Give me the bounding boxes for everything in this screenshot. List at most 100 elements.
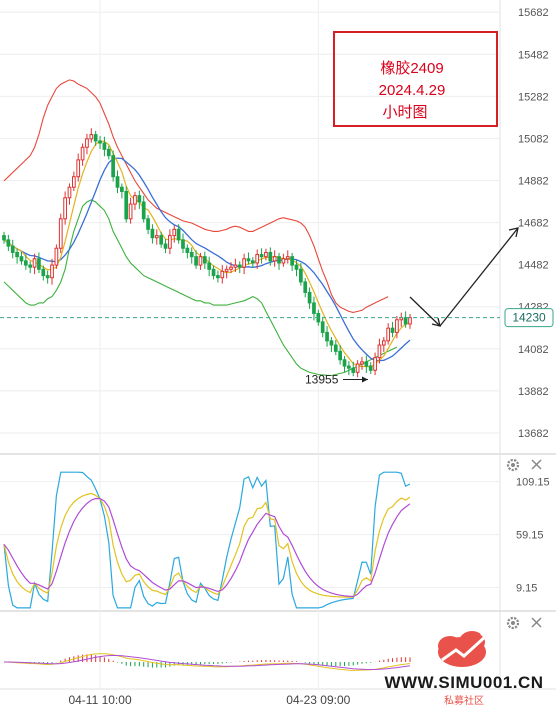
price-tick-label: 14082 (518, 344, 549, 356)
candle-body (80, 146, 85, 161)
candle-body (128, 203, 133, 220)
candle-body (395, 319, 399, 333)
projection-down-line (409, 296, 441, 327)
candle-body (28, 264, 33, 268)
time-tick-label: 04-11 10:00 (68, 693, 131, 707)
price-tick-label: 15682 (518, 7, 549, 19)
candle-body (237, 264, 242, 268)
candle-body (2, 235, 6, 241)
macd-settings-gear-icon[interactable] (506, 616, 520, 630)
price-tick-label: 15282 (518, 91, 549, 103)
candle-body (32, 258, 37, 268)
macd-dea-line (4, 655, 411, 670)
candle-body (159, 235, 164, 245)
low-marker-label: 13955 (305, 373, 339, 387)
candle-body (189, 251, 194, 258)
projection-arrows (409, 227, 519, 327)
time-tick-label: 04-23 09:00 (286, 693, 350, 707)
macd-close-icon[interactable] (531, 617, 542, 628)
candle-body (106, 148, 111, 157)
last-price-tag: 14230 (504, 308, 554, 328)
candle-body (181, 239, 185, 249)
candle-body (360, 361, 364, 365)
price-tick-label: 15482 (518, 49, 549, 61)
watermark-logo-trend-arrow (441, 634, 488, 662)
kdj-j-line (3, 471, 411, 609)
candle-body (63, 197, 67, 220)
candle-body (281, 258, 286, 264)
watermark-text: WWW.SIMU001.CN (384, 673, 543, 692)
candle-body (111, 155, 115, 178)
candle-body (390, 327, 395, 333)
candle-body (89, 134, 94, 140)
candle-body (58, 218, 63, 249)
candle-body (146, 218, 150, 230)
candle-body (41, 268, 46, 277)
candlesticks (2, 128, 412, 378)
macd-dif-line (3, 653, 411, 671)
candle-body (264, 251, 268, 258)
candle-body (211, 268, 216, 277)
candle-body (381, 340, 386, 346)
candle-body (71, 176, 76, 188)
candle-body (277, 256, 281, 264)
candle-body (176, 228, 181, 241)
candle-body (355, 363, 360, 373)
candle-body (19, 256, 24, 262)
kdj-k-line (3, 492, 411, 598)
candle-body (76, 159, 81, 178)
candle-body (312, 302, 316, 314)
watermark-logo (438, 631, 490, 667)
candle-body (163, 243, 168, 249)
candle-body (198, 256, 203, 266)
candle-body (220, 270, 225, 279)
kdj-indicator (0, 471, 500, 609)
kdj-tick-label: 59.15 (516, 530, 544, 542)
price-axis-ticks: 1568215482152821508214882146821448214282… (518, 7, 549, 440)
candle-body (185, 247, 190, 253)
candle-body (342, 359, 347, 367)
candle-body (141, 201, 146, 220)
candle-body (85, 138, 89, 148)
candle-body (333, 344, 338, 352)
candle-body (329, 340, 334, 346)
projection-up-head (508, 227, 519, 238)
candle-body (150, 228, 155, 239)
candle-body (303, 281, 308, 293)
candle-body (115, 176, 120, 188)
candle-body (10, 245, 15, 253)
macd-indicator (3, 653, 411, 671)
candle-body (102, 142, 107, 150)
candle-body (255, 254, 260, 264)
kdj-close-icon[interactable] (531, 459, 542, 470)
price-tick-label: 14682 (518, 218, 549, 230)
price-tick-label: 14482 (518, 260, 549, 272)
candle-body (408, 317, 412, 325)
candle-body (120, 186, 124, 192)
candle-body (373, 357, 377, 371)
candle-body (285, 256, 290, 260)
candle-body (207, 262, 212, 270)
candle-body (307, 291, 312, 304)
price-tick-label: 13682 (518, 428, 549, 440)
candle-body (299, 268, 303, 283)
candle-body (351, 367, 356, 373)
candle-body (347, 365, 351, 369)
price-tick-label: 13882 (518, 386, 549, 398)
candle-body (233, 264, 238, 268)
candle-body (338, 350, 343, 361)
kdj-d-line (3, 497, 411, 598)
kdj-settings-gear-icon[interactable] (506, 458, 520, 472)
bollinger-bands (3, 79, 411, 377)
candle-body (364, 361, 369, 367)
grid-lines (0, 0, 500, 689)
candle-body (242, 258, 246, 268)
annotation-box (333, 31, 498, 127)
candle-body (93, 134, 98, 142)
boll-middle-line (3, 157, 411, 362)
price-tick-label: 15082 (518, 133, 549, 145)
candle-body (23, 260, 28, 266)
candle-body (202, 256, 207, 264)
candle-body (133, 195, 137, 205)
